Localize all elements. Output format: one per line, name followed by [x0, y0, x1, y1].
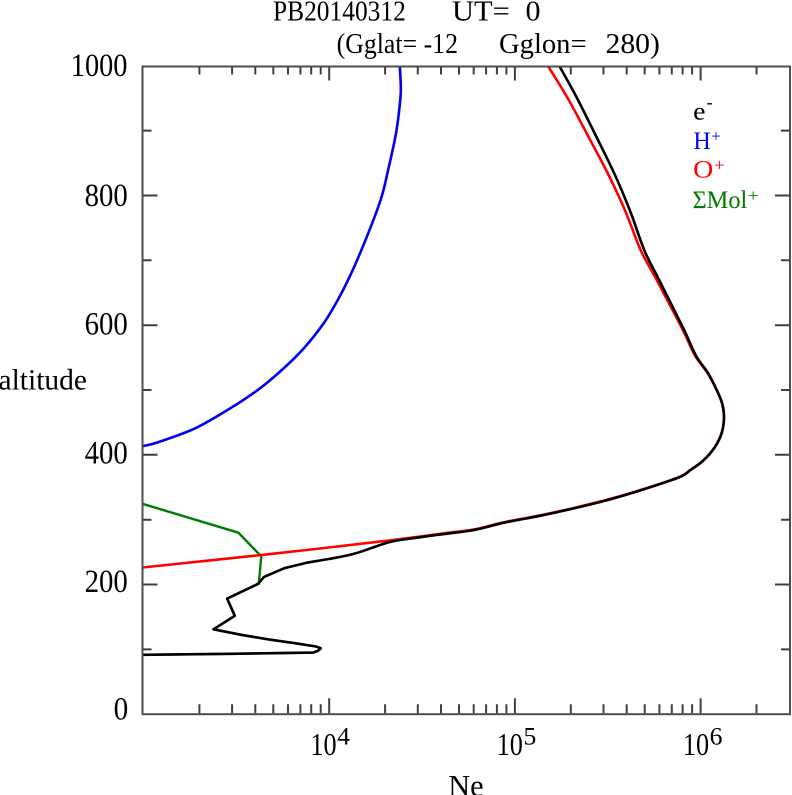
svg-text:+: +	[748, 186, 759, 205]
svg-text:800: 800	[85, 178, 128, 214]
svg-text:Gglon=: Gglon=	[499, 28, 587, 60]
svg-text:Ne: Ne	[448, 769, 483, 795]
svg-text:+: +	[711, 127, 721, 146]
svg-text:-: -	[707, 93, 713, 114]
svg-text:altitude: altitude	[0, 364, 87, 397]
svg-text:10: 10	[497, 727, 523, 762]
svg-text:e: e	[693, 98, 705, 125]
svg-text:O: O	[693, 157, 713, 184]
svg-text:UT=: UT=	[452, 0, 510, 27]
svg-text:200: 200	[85, 564, 128, 600]
svg-text:600: 600	[85, 307, 128, 343]
svg-text:4: 4	[337, 724, 350, 751]
svg-text:1000: 1000	[71, 48, 128, 84]
svg-text:H: H	[693, 128, 710, 155]
svg-text:10: 10	[683, 727, 709, 762]
svg-text:ΣMol: ΣMol	[693, 187, 748, 214]
svg-text:+: +	[714, 155, 725, 174]
svg-text:PB20140312: PB20140312	[273, 0, 406, 27]
svg-text:5: 5	[524, 724, 537, 751]
svg-text:280): 280)	[606, 28, 660, 60]
svg-text:10: 10	[310, 727, 336, 762]
svg-text:6: 6	[710, 724, 723, 751]
svg-text:400: 400	[85, 435, 128, 471]
svg-text:0: 0	[114, 692, 129, 728]
svg-text:0: 0	[526, 0, 541, 27]
svg-text:(Gglat= -12: (Gglat= -12	[337, 28, 458, 60]
